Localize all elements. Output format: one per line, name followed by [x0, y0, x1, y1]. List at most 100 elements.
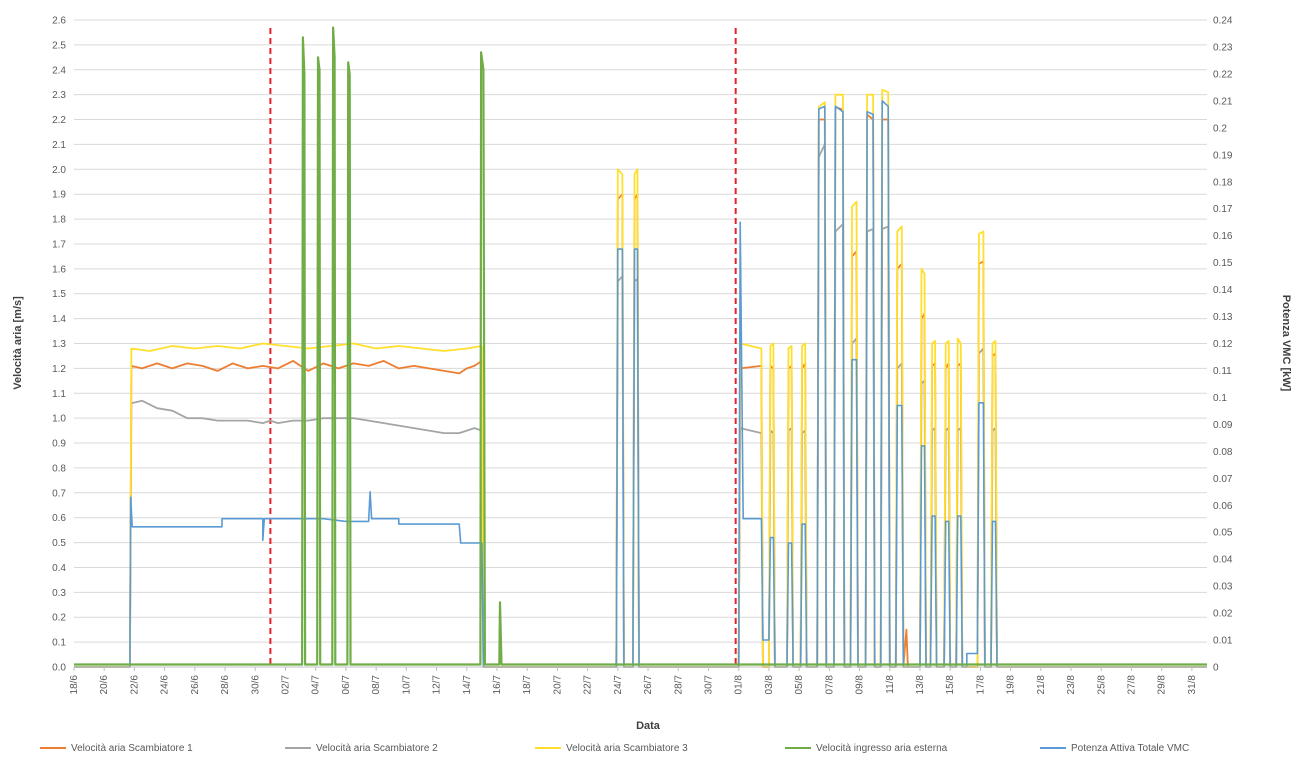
right-y-tick-label: 0.12 [1213, 339, 1233, 350]
right-y-tick-label: 0.24 [1213, 16, 1233, 27]
left-y-tick-label: 0.1 [52, 638, 66, 649]
legend-label: Velocità ingresso aria esterna [816, 743, 948, 754]
series-line [74, 106, 1207, 668]
legend-label: Velocità aria Scambiatore 1 [71, 743, 193, 754]
x-tick-label: 11/8 [885, 675, 896, 694]
x-tick-label: 21/8 [1036, 675, 1047, 695]
right-y-tick-label: 0.18 [1213, 177, 1233, 188]
right-y-tick-label: 0.04 [1213, 555, 1233, 566]
x-tick-label: 29/8 [1157, 675, 1168, 695]
right-y-tick-label: 0.2 [1213, 123, 1227, 134]
x-tick-label: 05/8 [794, 675, 805, 695]
left-y-tick-label: 2.1 [52, 140, 66, 151]
right-y-tick-label: 0.22 [1213, 69, 1233, 80]
left-y-tick-label: 0.8 [52, 463, 66, 474]
x-tick-label: 30/7 [703, 675, 714, 695]
left-y-tick-label: 0.7 [52, 488, 66, 499]
x-tick-label: 28/6 [220, 675, 231, 695]
x-tick-label: 24/7 [613, 675, 624, 695]
left-y-tick-label: 2.4 [52, 65, 66, 76]
x-tick-label: 28/7 [673, 675, 684, 695]
x-tick-label: 17/8 [975, 675, 986, 695]
x-tick-label: 07/8 [824, 675, 835, 695]
left-y-tick-label: 1.7 [52, 239, 66, 250]
right-y-tick-label: 0.19 [1213, 150, 1233, 161]
x-tick-label: 14/7 [462, 675, 473, 695]
right-y-tick-label: 0.07 [1213, 474, 1233, 485]
axes: 0.0 0.1 0.2 0.3 0.4 0.5 0.6 0.7 0.8 0.9 1.0 1.1 1.2 1… [52, 16, 1233, 695]
x-tick-label: 18/6 [69, 675, 80, 695]
x-tick-label: 30/6 [250, 675, 261, 695]
gridlines [74, 19, 1207, 668]
right-y-axis-title: Potenza VMC [kW] [1280, 295, 1292, 392]
right-y-tick-label: 0.09 [1213, 420, 1233, 431]
right-y-tick-label: 0.1 [1213, 393, 1227, 404]
series-line [74, 26, 1207, 666]
right-y-tick-label: 0.06 [1213, 501, 1233, 512]
left-y-tick-label: 1.9 [52, 190, 66, 201]
right-y-tick-label: 0.15 [1213, 258, 1233, 269]
left-y-tick-label: 0.5 [52, 538, 66, 549]
right-y-tick-label: 0.05 [1213, 528, 1233, 539]
series-lines [74, 26, 1207, 668]
right-y-tick-label: 0.13 [1213, 312, 1233, 323]
x-tick-label: 24/6 [160, 675, 171, 695]
left-y-tick-label: 0.9 [52, 439, 66, 450]
series-line [74, 143, 1207, 668]
right-y-tick-label: 0.11 [1213, 366, 1232, 377]
legend-label: Potenza Attiva Totale VMC [1071, 743, 1189, 754]
x-tick-label: 20/7 [552, 675, 563, 695]
x-tick-label: 10/7 [401, 675, 412, 695]
right-y-tick-label: 0.17 [1213, 204, 1233, 215]
x-tick-label: 04/7 [311, 675, 322, 695]
x-tick-label: 26/6 [190, 675, 201, 695]
x-tick-label: 26/7 [643, 675, 654, 695]
left-y-tick-label: 1.0 [52, 414, 66, 425]
right-y-tick-label: 0.02 [1213, 609, 1233, 620]
left-y-tick-label: 2.0 [52, 165, 66, 176]
legend: Velocità aria Scambiatore 1 Velocità aria… [40, 743, 1189, 754]
left-y-tick-label: 2.2 [52, 115, 66, 126]
left-y-tick-label: 2.5 [52, 40, 66, 51]
x-tick-label: 18/7 [522, 675, 533, 695]
legend-label: Velocità aria Scambiatore 3 [566, 743, 688, 754]
left-y-tick-label: 1.1 [52, 389, 66, 400]
left-y-tick-label: 1.5 [52, 289, 66, 300]
left-y-tick-label: 1.3 [52, 339, 66, 350]
right-y-tick-label: 0.23 [1213, 42, 1233, 53]
x-tick-label: 15/8 [945, 675, 956, 695]
left-y-axis-title: Velocità aria [m/s] [12, 296, 24, 390]
legend-label: Velocità aria Scambiatore 2 [316, 743, 438, 754]
left-y-tick-label: 1.8 [52, 215, 66, 226]
x-tick-label: 16/7 [492, 675, 503, 695]
reference-lines [269, 28, 737, 667]
series-line [74, 88, 1207, 668]
left-y-tick-label: 0.6 [52, 513, 66, 524]
x-tick-label: 22/6 [129, 675, 140, 695]
left-y-tick-label: 1.2 [52, 364, 66, 375]
x-tick-label: 19/8 [1006, 675, 1017, 695]
left-y-tick-label: 0.4 [52, 563, 66, 574]
x-tick-label: 13/8 [915, 675, 926, 695]
left-y-tick-label: 0.2 [52, 613, 66, 624]
x-tick-label: 22/7 [583, 675, 594, 695]
x-tick-label: 08/7 [371, 675, 382, 695]
x-tick-label: 06/7 [341, 675, 352, 695]
x-tick-label: 27/8 [1126, 675, 1137, 695]
x-axis-title: Data [636, 720, 661, 732]
left-y-tick-label: 1.4 [52, 314, 66, 325]
x-tick-label: 31/8 [1187, 675, 1198, 695]
x-tick-label: 09/8 [855, 675, 866, 695]
x-tick-label: 02/7 [280, 675, 291, 695]
left-y-tick-label: 2.3 [52, 90, 66, 101]
right-y-tick-label: 0.21 [1213, 96, 1233, 107]
x-tick-label: 20/6 [99, 675, 110, 695]
x-tick-label: 23/8 [1066, 675, 1077, 695]
x-tick-label: 25/8 [1096, 675, 1107, 695]
left-y-tick-label: 2.6 [52, 16, 66, 27]
right-y-tick-label: 0.03 [1213, 582, 1233, 593]
right-y-tick-label: 0.01 [1213, 636, 1233, 647]
left-y-tick-label: 1.6 [52, 264, 66, 275]
